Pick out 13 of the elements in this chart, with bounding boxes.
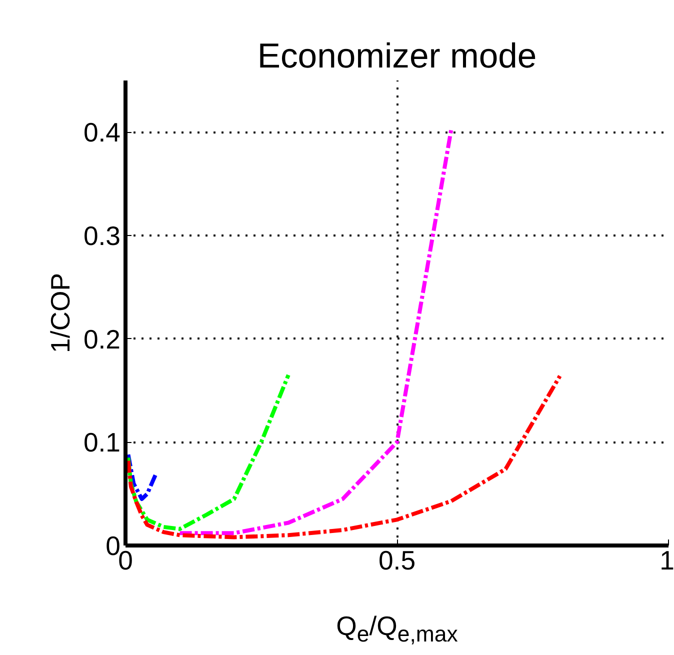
line-series [126,374,562,540]
x-tick-label: 1 [660,546,674,576]
x-axis-title: Q$_{e}$/Q$_{e,max}$ [335,610,459,648]
y-tick-label: 0.2 [83,324,121,354]
chart-title: Economizer mode [257,38,537,76]
y-axis-title: 1/COP [45,272,76,353]
line-series [126,452,158,501]
y-tick-label: 0.4 [83,118,121,148]
y-tick-label: 0.1 [83,428,121,458]
line-series [126,373,290,531]
x-tick-label: 0.5 [378,546,416,576]
line-series [178,127,454,536]
y-tick-label: 0.3 [83,221,121,251]
